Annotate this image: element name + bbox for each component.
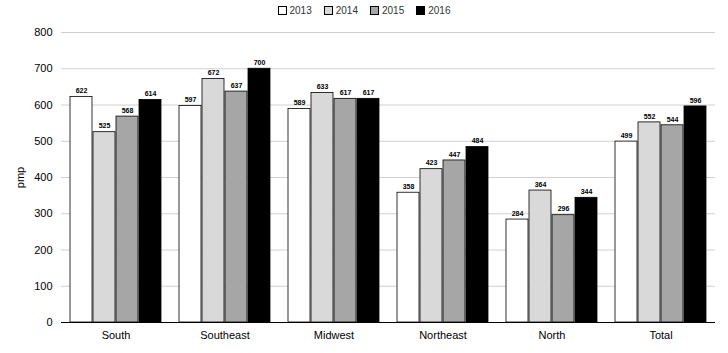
svg-text:Total: Total xyxy=(649,329,672,341)
svg-text:672: 672 xyxy=(208,69,220,76)
html-text:2013: 2013 xyxy=(289,4,312,16)
svg-text:600: 600 xyxy=(34,99,52,111)
svg-text:Northeast: Northeast xyxy=(419,329,467,341)
html-text:2015: 2015 xyxy=(382,4,405,16)
svg-text:344: 344 xyxy=(581,188,593,195)
svg-text:0: 0 xyxy=(46,316,52,328)
svg-text:423: 423 xyxy=(426,159,438,166)
svg-text:622: 622 xyxy=(76,87,88,94)
svg-text:597: 597 xyxy=(185,96,197,103)
svg-text:700: 700 xyxy=(254,59,266,66)
svg-text:400: 400 xyxy=(34,171,52,183)
svg-text:700: 700 xyxy=(34,62,52,74)
svg-text:pmp: pmp xyxy=(14,167,26,188)
svg-text:800: 800 xyxy=(34,26,52,38)
svg-text:South: South xyxy=(102,329,131,341)
svg-text:300: 300 xyxy=(34,207,52,219)
svg-text:596: 596 xyxy=(690,97,702,104)
svg-text:617: 617 xyxy=(340,89,352,96)
svg-text:589: 589 xyxy=(294,99,306,106)
svg-text:568: 568 xyxy=(122,107,134,114)
svg-text:Midwest: Midwest xyxy=(314,329,354,341)
svg-text:633: 633 xyxy=(317,83,329,90)
svg-text:Southeast: Southeast xyxy=(200,329,250,341)
svg-text:447: 447 xyxy=(449,151,461,158)
svg-text:200: 200 xyxy=(34,244,52,256)
svg-text:100: 100 xyxy=(34,280,52,292)
svg-text:284: 284 xyxy=(512,210,524,217)
svg-text:637: 637 xyxy=(231,82,243,89)
svg-text:525: 525 xyxy=(99,122,111,129)
svg-text:552: 552 xyxy=(644,113,656,120)
svg-text:296: 296 xyxy=(558,205,570,212)
svg-text:544: 544 xyxy=(667,116,679,123)
svg-text:499: 499 xyxy=(621,132,633,139)
html-text:2016: 2016 xyxy=(428,4,451,16)
html-text:2014: 2014 xyxy=(335,4,358,16)
svg-text:614: 614 xyxy=(145,90,157,97)
svg-text:484: 484 xyxy=(472,137,484,144)
svg-text:617: 617 xyxy=(363,89,375,96)
svg-text:358: 358 xyxy=(403,183,415,190)
svg-text:364: 364 xyxy=(535,181,547,188)
svg-text:North: North xyxy=(539,329,566,341)
svg-text:500: 500 xyxy=(34,135,52,147)
